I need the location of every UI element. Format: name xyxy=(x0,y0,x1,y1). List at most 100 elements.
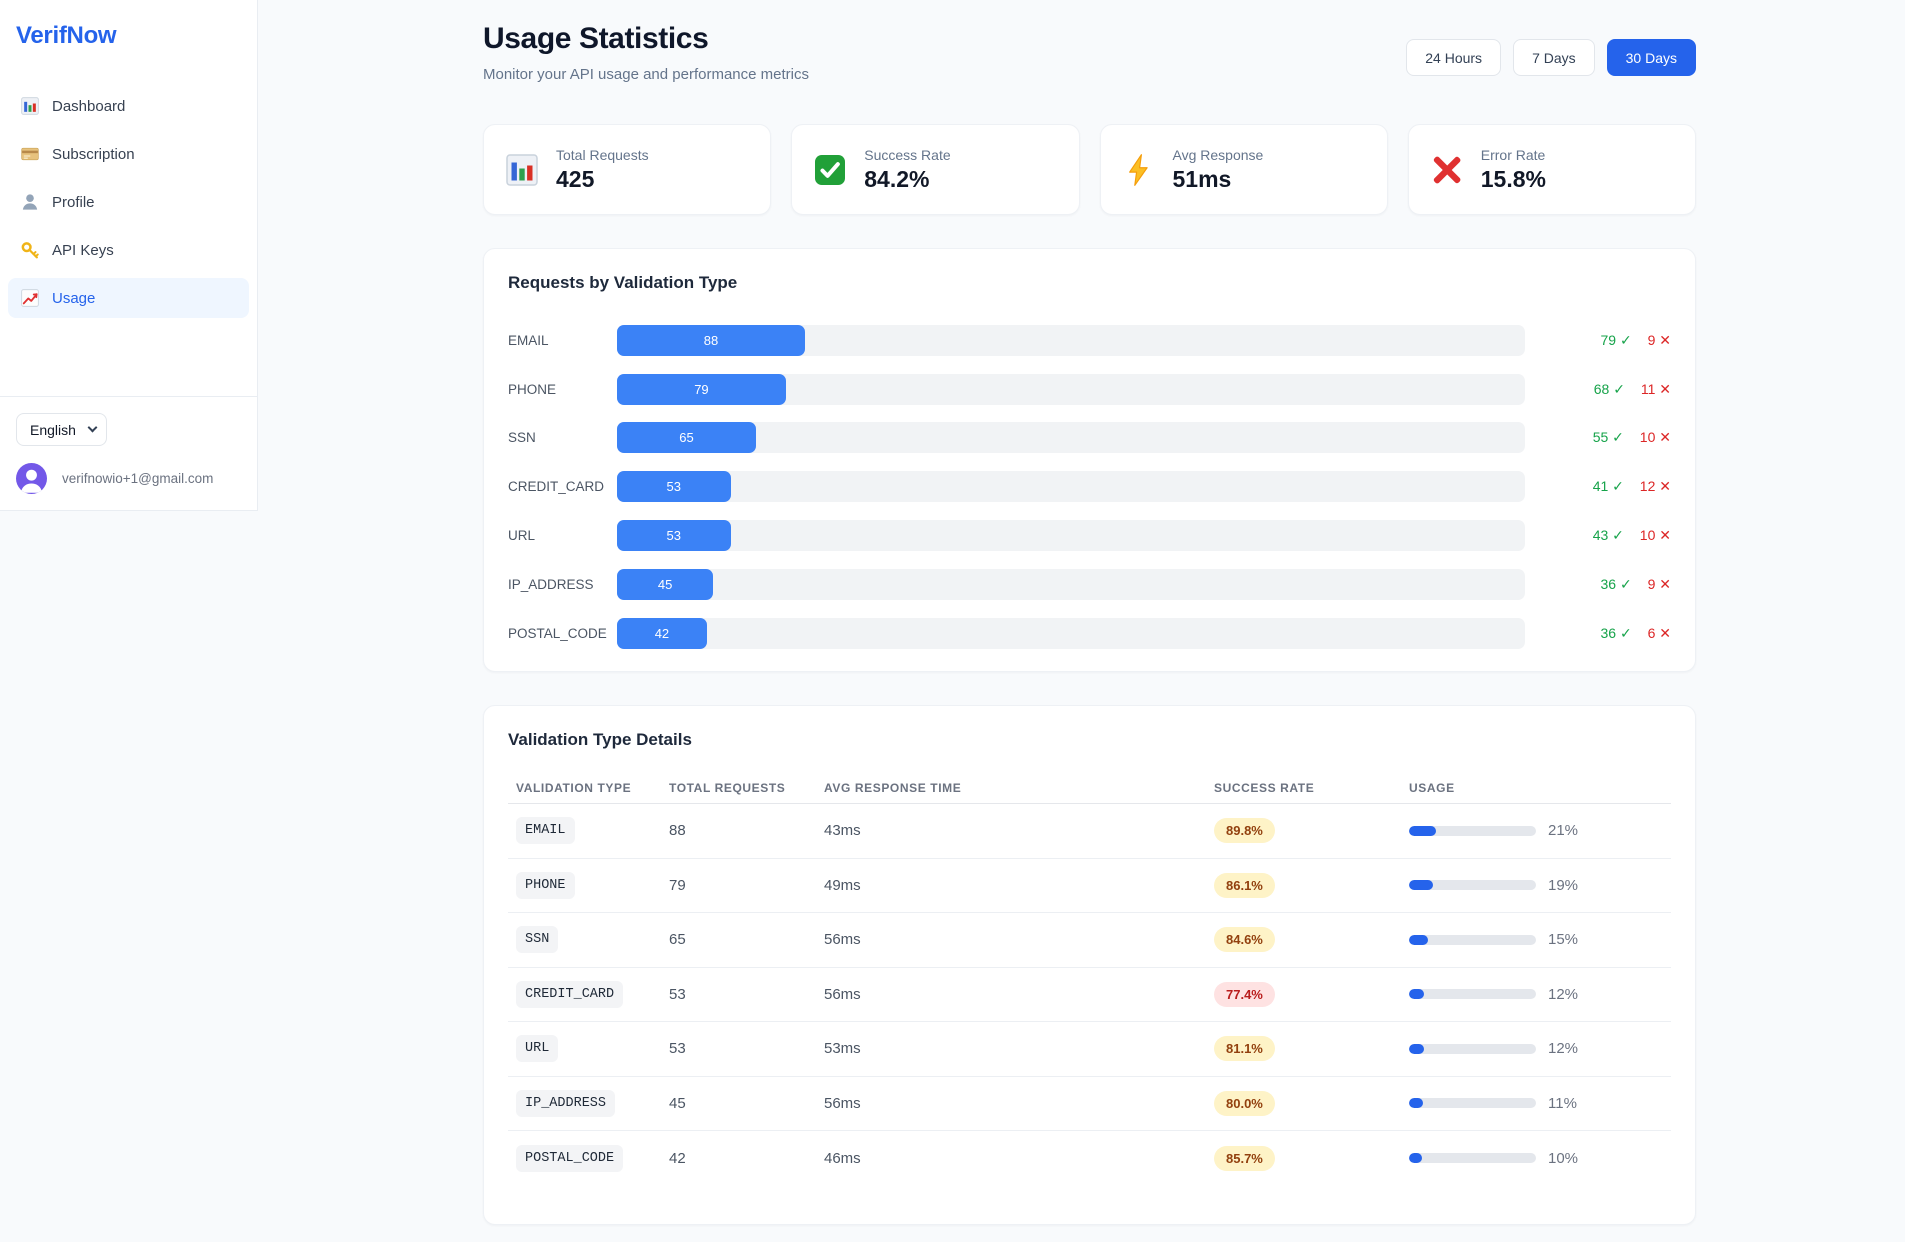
sidebar-item-label: Profile xyxy=(52,193,95,211)
success-count: 41 ✓ xyxy=(1592,478,1624,495)
usage-percent: 11% xyxy=(1548,1094,1577,1112)
chart-row-ip-address: IP_ADDRESS 45 36 ✓ 9 ✕ xyxy=(508,560,1671,609)
usage-bar-fill xyxy=(1409,934,1429,945)
success-count: 55 ✓ xyxy=(1592,429,1624,446)
check-glyph: ✓ xyxy=(1612,429,1624,446)
chart-category-label: CREDIT_CARD xyxy=(508,479,605,495)
table-row-ip-address: IP_ADDRESS 45 56ms 80.0% 11% xyxy=(508,1077,1671,1131)
chart-row-postal-code: POSTAL_CODE 42 36 ✓ 6 ✕ xyxy=(508,609,1671,658)
stat-value: 15.8% xyxy=(1480,165,1546,192)
usage-cell: 21% xyxy=(1401,822,1671,839)
stat-label: Success Rate xyxy=(864,146,951,163)
chart-bar: 53 xyxy=(617,520,731,552)
validation-type-badge: POSTAL_CODE xyxy=(516,1144,624,1172)
cross-glyph: ✕ xyxy=(1659,624,1671,641)
stat-card-avg-response: Avg Response 51ms xyxy=(1099,124,1388,215)
cross-icon xyxy=(1429,152,1465,188)
total-requests-cell: 45 xyxy=(669,1094,686,1112)
chart-bar: 53 xyxy=(617,471,731,503)
avg-response-cell: 49ms xyxy=(824,876,861,894)
usage-cell: 10% xyxy=(1401,1150,1671,1167)
user-email: verifnowio+1@gmail.com xyxy=(62,471,214,486)
chart-bar-track: 53 xyxy=(617,520,1525,552)
success-rate-badge: 85.7% xyxy=(1214,1145,1275,1171)
success-rate-badge: 80.0% xyxy=(1214,1090,1275,1116)
success-rate-badge: 81.1% xyxy=(1214,1036,1275,1062)
chart-category-label: POSTAL_CODE xyxy=(508,625,607,641)
validation-type-badge: EMAIL xyxy=(516,817,575,845)
chart-bar-value: 65 xyxy=(679,430,694,446)
sidebar-item-label: API Keys xyxy=(52,241,114,259)
avg-response-cell: 46ms xyxy=(824,1149,861,1167)
usage-bar-track xyxy=(1409,880,1536,891)
stat-label: Avg Response xyxy=(1172,146,1264,163)
cross-glyph: ✕ xyxy=(1659,331,1671,348)
success-count: 43 ✓ xyxy=(1592,527,1624,544)
table-row-postal-code: POSTAL_CODE 42 46ms 85.7% 10% xyxy=(508,1131,1671,1186)
usage-bar-fill xyxy=(1409,1153,1422,1164)
chart-bar-track: 88 xyxy=(617,324,1525,356)
chart-bar-track: 79 xyxy=(617,373,1525,405)
success-count: 79 ✓ xyxy=(1600,331,1632,348)
sidebar-nav: Dashboard Subscription Profile API Keys … xyxy=(0,86,257,318)
check-glyph: ✓ xyxy=(1613,380,1625,397)
success-count: 36 ✓ xyxy=(1600,575,1632,592)
error-count: 10 ✕ xyxy=(1639,429,1671,446)
stat-card-error-rate: Error Rate 15.8% xyxy=(1407,124,1696,215)
cross-glyph: ✕ xyxy=(1659,478,1671,495)
chart-row-url: URL 53 43 ✓ 10 ✕ xyxy=(508,511,1671,560)
sidebar-item-profile[interactable]: Profile xyxy=(8,182,249,222)
chart-bar-value: 45 xyxy=(657,576,673,592)
range-button-24-hours[interactable]: 24 Hours xyxy=(1406,39,1502,76)
table-header-cell: SUCCESS RATE xyxy=(1214,780,1315,795)
chart-row-email: EMAIL 88 79 ✓ 9 ✕ xyxy=(508,316,1671,365)
error-count: 10 ✕ xyxy=(1639,527,1671,544)
avg-response-cell: 56ms xyxy=(824,931,861,949)
table-header-cell: TOTAL REQUESTS xyxy=(669,780,786,795)
user-row: verifnowio+1@gmail.com xyxy=(16,463,241,494)
stat-card-total-requests: Total Requests 425 xyxy=(483,124,772,215)
chart-bar: 88 xyxy=(617,324,805,356)
error-count: 9 ✕ xyxy=(1647,575,1671,592)
chart-row-stats: 41 ✓ 12 ✕ xyxy=(1525,478,1671,495)
usage-percent: 10% xyxy=(1548,1149,1579,1167)
language-select[interactable]: English xyxy=(16,413,107,446)
usage-percent: 12% xyxy=(1548,1040,1579,1058)
range-button-30-days[interactable]: 30 Days xyxy=(1606,39,1696,76)
check-glyph: ✓ xyxy=(1619,331,1632,348)
person-silhouette-icon xyxy=(20,469,43,493)
usage-percent: 15% xyxy=(1548,931,1579,949)
sidebar: VerifNow Dashboard Subscription Profile … xyxy=(0,0,258,511)
chart-row-stats: 79 ✓ 9 ✕ xyxy=(1525,332,1671,349)
usage-bar-fill xyxy=(1409,1043,1425,1054)
stat-value: 51ms xyxy=(1172,165,1232,192)
sidebar-item-usage[interactable]: Usage xyxy=(8,278,249,318)
chart-row-stats: 36 ✓ 6 ✕ xyxy=(1525,625,1671,642)
check-glyph: ✓ xyxy=(1612,478,1624,495)
success-rate-badge: 77.4% xyxy=(1214,981,1275,1007)
usage-percent: 21% xyxy=(1548,822,1579,840)
validation-type-badge: SSN xyxy=(516,926,559,954)
range-button-7-days[interactable]: 7 Days xyxy=(1513,39,1595,76)
sidebar-item-subscription[interactable]: Subscription xyxy=(8,134,249,174)
chart-row-stats: 68 ✓ 11 ✕ xyxy=(1525,381,1671,398)
usage-bar-track xyxy=(1409,1153,1536,1164)
lightning-icon xyxy=(1121,152,1157,188)
sidebar-item-api-keys[interactable]: API Keys xyxy=(8,230,249,270)
bar-chart-icon xyxy=(20,96,40,116)
chart-category-label: URL xyxy=(508,528,536,544)
usage-bar-track xyxy=(1409,825,1536,836)
usage-cell: 11% xyxy=(1401,1095,1671,1112)
success-rate-badge: 84.6% xyxy=(1214,927,1275,953)
chart-bar-track: 45 xyxy=(617,568,1525,600)
table-header-cell: AVG RESPONSE TIME xyxy=(824,780,962,795)
chart-bar-track: 42 xyxy=(617,617,1525,649)
page-title: Usage Statistics xyxy=(483,22,709,55)
validation-type-badge: PHONE xyxy=(516,871,575,899)
app-logo[interactable]: VerifNow xyxy=(16,22,117,49)
chart-bar-track: 53 xyxy=(617,471,1525,503)
stat-label: Error Rate xyxy=(1480,146,1546,163)
usage-percent: 12% xyxy=(1548,985,1579,1003)
error-count: 6 ✕ xyxy=(1647,624,1671,641)
sidebar-item-dashboard[interactable]: Dashboard xyxy=(8,86,249,126)
